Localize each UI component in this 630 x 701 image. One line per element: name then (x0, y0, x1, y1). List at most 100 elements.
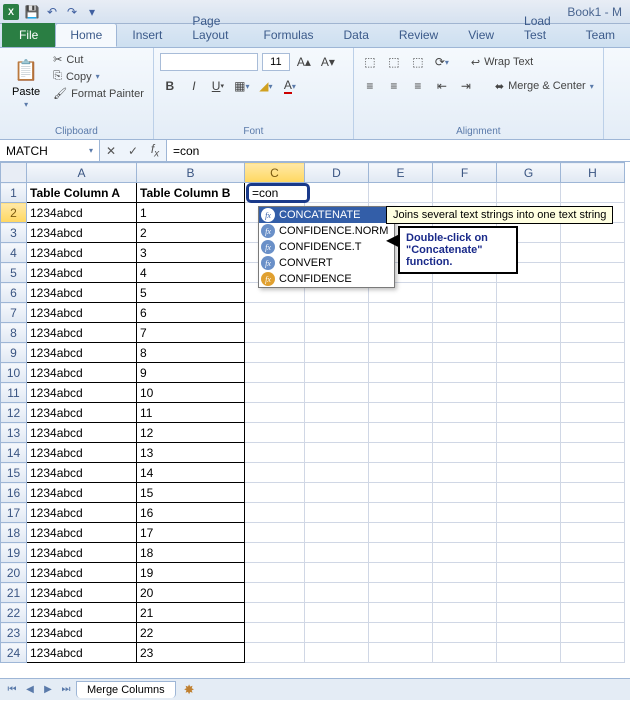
cell[interactable] (561, 643, 625, 663)
increase-indent-icon[interactable]: ⇥ (456, 76, 476, 96)
column-header-A[interactable]: A (27, 163, 137, 183)
row-header[interactable]: 11 (1, 383, 27, 403)
cell[interactable] (561, 563, 625, 583)
active-cell-editor[interactable] (246, 183, 310, 203)
cell[interactable] (245, 603, 305, 623)
cell[interactable]: 20 (137, 583, 245, 603)
cell[interactable]: 15 (137, 483, 245, 503)
cell[interactable] (305, 443, 369, 463)
cell[interactable]: 17 (137, 523, 245, 543)
cell[interactable] (305, 543, 369, 563)
cell[interactable] (369, 303, 433, 323)
cell[interactable] (433, 503, 497, 523)
cell[interactable] (305, 303, 369, 323)
cell[interactable]: 1234abcd (27, 603, 137, 623)
qat-redo-icon[interactable]: ↷ (62, 2, 82, 22)
tab-home[interactable]: Home (55, 23, 117, 47)
cell[interactable] (305, 323, 369, 343)
cell[interactable] (497, 443, 561, 463)
cell[interactable] (433, 483, 497, 503)
cut-button[interactable]: ✂Cut (50, 52, 147, 67)
cell[interactable] (433, 463, 497, 483)
cell[interactable] (433, 403, 497, 423)
cell[interactable] (245, 623, 305, 643)
cell[interactable] (433, 543, 497, 563)
italic-button[interactable]: I (184, 76, 204, 96)
new-sheet-icon[interactable]: ✸ (178, 682, 201, 698)
cell[interactable]: 1234abcd (27, 483, 137, 503)
row-header[interactable]: 15 (1, 463, 27, 483)
row-header[interactable]: 12 (1, 403, 27, 423)
autocomplete-item[interactable]: fxCONFIDENCE (259, 271, 394, 287)
cell[interactable]: 21 (137, 603, 245, 623)
cell[interactable] (245, 343, 305, 363)
cell[interactable]: 1234abcd (27, 423, 137, 443)
cell[interactable] (433, 303, 497, 323)
cell[interactable] (369, 543, 433, 563)
cell[interactable] (245, 583, 305, 603)
cell[interactable] (497, 463, 561, 483)
cell[interactable] (305, 563, 369, 583)
cell[interactable] (497, 543, 561, 563)
wrap-text-button[interactable]: ↩Wrap Text (468, 55, 536, 70)
column-header-G[interactable]: G (497, 163, 561, 183)
cancel-formula-icon[interactable]: ✕ (100, 140, 122, 161)
cell[interactable] (497, 643, 561, 663)
cell[interactable]: 14 (137, 463, 245, 483)
cell[interactable]: 1234abcd (27, 463, 137, 483)
cell[interactable] (561, 523, 625, 543)
column-header-H[interactable]: H (561, 163, 625, 183)
row-header[interactable]: 22 (1, 603, 27, 623)
row-header[interactable]: 19 (1, 543, 27, 563)
function-autocomplete[interactable]: fxCONCATENATEfxCONFIDENCE.NORMfxCONFIDEN… (258, 206, 395, 288)
row-header[interactable]: 24 (1, 643, 27, 663)
sheet-nav-next-icon[interactable]: ▶ (40, 682, 56, 698)
fill-color-button[interactable]: ◢ (256, 76, 276, 96)
cell[interactable]: 1234abcd (27, 383, 137, 403)
cell[interactable] (369, 623, 433, 643)
cell[interactable] (497, 383, 561, 403)
cell[interactable]: 1 (137, 203, 245, 223)
cell[interactable] (561, 443, 625, 463)
cell[interactable] (561, 223, 625, 243)
cell[interactable] (305, 183, 369, 203)
cell[interactable] (245, 383, 305, 403)
cell[interactable] (369, 403, 433, 423)
cell[interactable] (369, 463, 433, 483)
row-header[interactable]: 1 (1, 183, 27, 203)
cell[interactable]: 11 (137, 403, 245, 423)
font-color-button[interactable]: A (280, 76, 300, 96)
cell[interactable] (433, 423, 497, 443)
row-header[interactable]: 2 (1, 203, 27, 223)
tab-view[interactable]: View (453, 23, 509, 47)
cell[interactable] (245, 323, 305, 343)
cell[interactable] (561, 243, 625, 263)
cell[interactable] (369, 503, 433, 523)
cell[interactable] (305, 363, 369, 383)
align-top-icon[interactable]: ⬚ (360, 52, 380, 72)
paste-button[interactable]: 📋 Paste ▾ (6, 52, 46, 113)
cell[interactable]: 13 (137, 443, 245, 463)
cell[interactable] (305, 403, 369, 423)
cell[interactable] (561, 303, 625, 323)
cell[interactable] (369, 343, 433, 363)
cell[interactable] (245, 483, 305, 503)
copy-button[interactable]: ⎘Copy (50, 69, 147, 84)
format-painter-button[interactable]: 🖌Format Painter (50, 86, 147, 101)
cell[interactable] (369, 383, 433, 403)
cell[interactable]: 5 (137, 283, 245, 303)
select-all-corner[interactable] (1, 163, 27, 183)
cell[interactable] (497, 523, 561, 543)
cell[interactable] (433, 523, 497, 543)
cell[interactable]: 19 (137, 563, 245, 583)
cell[interactable]: 1234abcd (27, 223, 137, 243)
cell[interactable] (305, 483, 369, 503)
tab-load-test[interactable]: Load Test (509, 9, 571, 47)
cell[interactable] (245, 643, 305, 663)
cell[interactable] (245, 403, 305, 423)
cell[interactable] (305, 603, 369, 623)
cell[interactable] (369, 423, 433, 443)
cell[interactable]: 1234abcd (27, 583, 137, 603)
cell[interactable]: 4 (137, 263, 245, 283)
cell[interactable]: 1234abcd (27, 443, 137, 463)
